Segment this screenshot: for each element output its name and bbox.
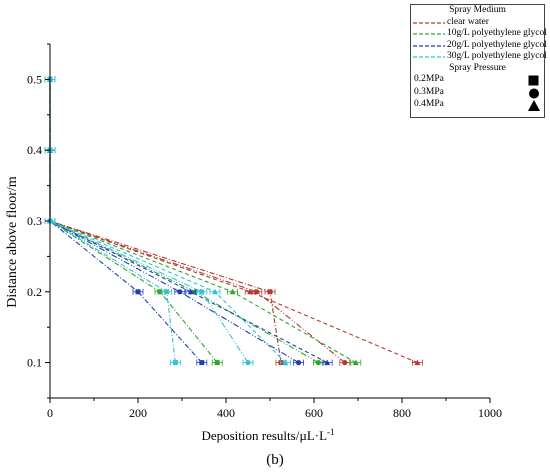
legend-item: clear water [411,17,544,29]
legend-label: 20g/L polyethylene glycol [447,39,547,50]
point [414,359,421,366]
y-tick-label: 0.4 [27,143,42,157]
series-line [44,76,223,366]
point [172,360,178,366]
legend: Spray Medium clear water 10g/L polyethyle… [410,4,547,118]
point [214,360,220,366]
series-line [44,76,305,366]
point [324,359,331,366]
x-tick-label: 0 [47,406,53,420]
series-path [49,79,218,363]
circle-icon [529,88,539,98]
legend-pressure-label: 0.2MPa [414,74,444,84]
legend-title-medium: Spray Medium [449,5,506,15]
series-line [44,76,423,366]
point [247,288,254,295]
legend-swatch [413,33,445,35]
point [267,289,273,295]
legend-label: clear water [447,16,489,27]
point [245,360,251,366]
legend-title-pressure: Spray Pressure [449,62,506,73]
series-path [49,79,249,363]
point [187,288,194,295]
legend-pressure-item: 0.2MPa [411,74,544,87]
point [229,288,236,295]
legend-item: 10g/L polyethylene glycol [411,28,547,40]
y-tick-label: 0.2 [27,285,42,299]
point [315,360,321,366]
point [342,360,348,366]
x-tick-label: 400 [217,406,235,420]
series-path [49,79,346,364]
legend-pressure-label: 0.3MPa [414,86,444,97]
series-path [49,79,418,364]
legend-label: 30g/L polyethylene glycol [447,51,547,61]
series-line [44,76,362,366]
y-tick-label: 0.1 [27,356,42,370]
series-line [44,76,208,366]
point [352,359,359,366]
legend-swatch [413,44,445,47]
series-line [44,76,333,366]
series-line [44,76,254,366]
point [177,289,183,295]
series-path [49,79,203,363]
legend-label: 10g/L polyethylene glycol [447,28,547,38]
point [135,289,141,295]
x-tick-label: 200 [129,406,147,420]
legend-pressure-item: 0.4MPa [411,99,544,112]
point [199,289,205,295]
point [212,288,218,295]
x-tick-label: 600 [305,406,323,420]
legend-item: 30g/L polyethylene glycol [411,51,547,63]
series-line [44,76,181,366]
series-path [49,79,328,364]
series-path [49,79,299,364]
point [282,359,289,366]
legend-pressure-label: 0.4MPa [414,99,444,109]
point [199,360,205,366]
x-tick-label: 800 [393,406,411,420]
square-icon [528,75,539,86]
point [164,289,170,295]
legend-swatch [413,21,445,24]
legend-pressure-item: 0.3MPa [411,87,544,100]
y-axis-title: Distance above floor/m [5,176,20,308]
series-path [49,79,176,363]
figure-caption: (b) [266,452,284,468]
point [296,360,302,366]
axes-layer: 0 200 400 600 800 1000 0.1 0.2 0.3 0.4 0.5 [27,43,502,420]
series-line [44,76,351,366]
series-path [49,79,286,363]
legend-item: 20g/L polyethylene glycol [411,39,547,52]
x-tick-label: 1000 [478,406,502,420]
series-line [44,76,291,366]
y-tick-label: 0.3 [27,214,42,228]
legend-swatch [413,56,445,58]
point [157,289,163,295]
series-layer [44,76,423,366]
series-path [49,79,319,364]
series-path [49,79,357,364]
triangle-icon [528,100,540,111]
x-axis-title: Deposition results/µL·L-1 [201,427,334,443]
y-tick-label: 0.5 [27,72,42,86]
